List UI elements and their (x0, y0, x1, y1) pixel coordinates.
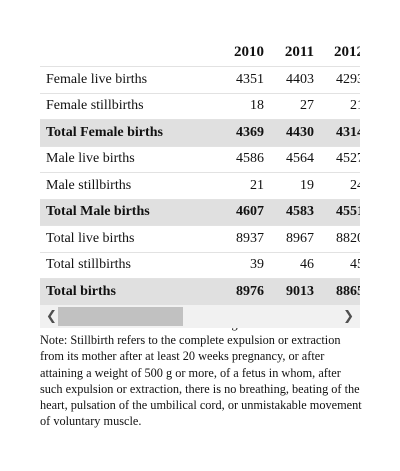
cell: 18 (220, 92, 270, 120)
row-label: Total stillbirths (40, 251, 220, 279)
cell: 4430 (270, 119, 320, 146)
cell: 8820 (320, 225, 360, 252)
table-row: Total stillbirths394645 (40, 251, 360, 279)
cell: 21 (320, 92, 360, 120)
table-row: Male live births458645644527 (40, 145, 360, 173)
cell: 27 (270, 92, 320, 120)
row-label: Female stillbirths (40, 92, 220, 120)
table-row: Total births897690138865 (40, 278, 360, 305)
column-header: 2011 (284, 43, 314, 60)
notes: not included in the male or female categ… (40, 316, 365, 429)
cell: 39 (220, 251, 270, 279)
cell: 4293 (320, 66, 360, 93)
scroll-thumb[interactable] (58, 307, 183, 326)
cell: 9013 (270, 278, 320, 305)
scroll-left[interactable]: ❮ (46, 309, 57, 324)
cell: 4607 (220, 198, 270, 226)
row-label: Total births (40, 278, 220, 305)
cell: 21 (220, 172, 270, 199)
cell: 4527 (320, 145, 360, 173)
cell: 4564 (270, 145, 320, 173)
row-label: Total Male births (40, 198, 220, 226)
cell: 4586 (220, 145, 270, 173)
column-header: 2010 (234, 43, 264, 60)
cell: 4403 (270, 66, 320, 93)
column-header: 2012 (334, 43, 360, 60)
table-row: Female live births435144034293 (40, 66, 360, 93)
header-row: 2010 2011 2012 (40, 38, 360, 67)
row-label: Female live births (40, 66, 220, 93)
cell: 8865 (320, 278, 360, 305)
table-row: Total Female births436944304314 (40, 119, 360, 146)
cell: 19 (270, 172, 320, 199)
table-row: Female stillbirths182721 (40, 92, 360, 120)
cell: 46 (270, 251, 320, 279)
cell: 4551 (320, 198, 360, 226)
cell: 8937 (220, 225, 270, 252)
scrollbar[interactable]: ❮ ❯ (40, 305, 360, 328)
cell: 4314 (320, 119, 360, 146)
table-row: Total Male births460745834551 (40, 198, 360, 226)
table: 201020112012 Female live births435144034… (40, 38, 360, 305)
row-label: Total live births (40, 225, 220, 252)
table-scroll: 201020112012 Female live births435144034… (40, 38, 360, 305)
column-header (40, 38, 220, 67)
row-label: Male live births (40, 145, 220, 173)
row-label: Total Female births (40, 119, 220, 146)
cell: 45 (320, 251, 360, 279)
cell: 4351 (220, 66, 270, 93)
table-row: Total live births893789678820 (40, 225, 360, 252)
cell: 4369 (220, 119, 270, 146)
cell: 4583 (270, 198, 320, 226)
cell: 24 (320, 172, 360, 199)
scroll-right[interactable]: ❯ (343, 309, 354, 324)
note: Note: Stillbirth refers to the complete … (40, 333, 362, 429)
table-row: Male stillbirths211924 (40, 172, 360, 199)
cell: 8976 (220, 278, 270, 305)
cell: 8967 (270, 225, 320, 252)
row-label: Male stillbirths (40, 172, 220, 199)
